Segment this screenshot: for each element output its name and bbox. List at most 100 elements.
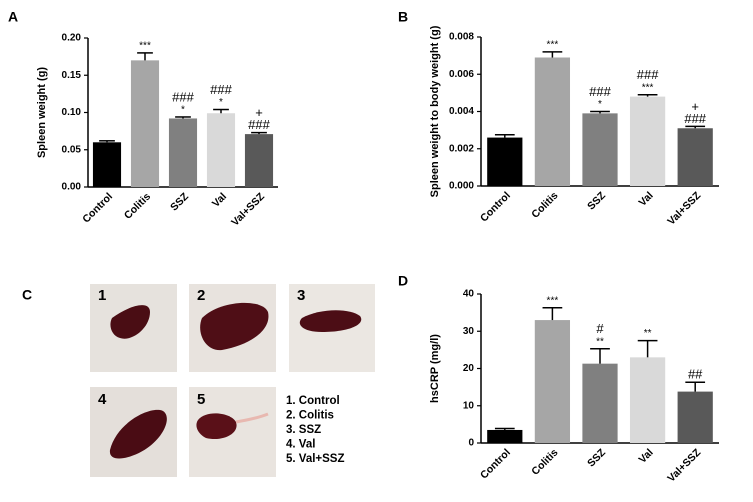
bar (168, 118, 198, 187)
y-tick-label: 10 (463, 400, 475, 411)
spleen (110, 305, 150, 339)
significance-label: ### (589, 84, 611, 99)
y-tick-label: 0.004 (449, 106, 474, 117)
photo-number: 3 (297, 287, 305, 304)
bar (487, 429, 523, 443)
panel-label: C (22, 287, 32, 303)
y-axis-title: Spleen weight (g) (36, 67, 48, 158)
photo-number: 2 (197, 287, 205, 304)
error-bar (542, 51, 563, 58)
y-tick-label: 0.006 (449, 69, 474, 80)
bar (534, 57, 571, 186)
y-axis-title: Spleen weight to body weight (g) (429, 25, 441, 197)
legend-entry: 4. Val (286, 439, 315, 451)
spleen (299, 310, 362, 332)
error-bar (590, 110, 610, 114)
bar (582, 363, 618, 443)
y-tick-label: 20 (463, 363, 475, 374)
bar (206, 113, 236, 187)
significance-label: ### (684, 111, 706, 126)
significance-label: + (255, 105, 263, 120)
error-bar (590, 348, 610, 364)
legend-entry: 3. SSZ (286, 424, 321, 436)
x-tick-label: Val+SSZ (665, 189, 703, 227)
y-tick-label: 0 (468, 438, 474, 449)
significance-label: * (181, 105, 185, 116)
panel-label: D (398, 273, 408, 289)
error-bar (637, 93, 658, 97)
significance-label: ### (637, 67, 659, 82)
photo-number: 4 (98, 391, 107, 408)
x-tick-label: Val+SSZ (665, 446, 703, 484)
significance-label: ### (210, 82, 232, 97)
significance-label: ** (596, 336, 604, 347)
x-tick-label: SSZ (585, 189, 608, 212)
error-bar (685, 381, 706, 392)
panel-label: A (8, 9, 18, 25)
spleen (109, 409, 167, 459)
x-tick-label: SSZ (168, 190, 191, 213)
bar (130, 60, 160, 187)
spleen (200, 302, 269, 351)
y-tick-label: 0.10 (62, 107, 82, 118)
bar (677, 128, 713, 186)
y-tick-label: 30 (463, 326, 475, 337)
x-tick-label: Val+SSZ (229, 190, 267, 228)
significance-label: ** (644, 328, 652, 339)
error-bar (542, 307, 563, 321)
error-bar (637, 339, 658, 358)
error-bar (685, 125, 706, 129)
x-tick-label: Control (80, 191, 115, 226)
error-bar (137, 52, 153, 61)
y-tick-label: 0.00 (62, 182, 82, 193)
spleen (196, 413, 237, 440)
bar (92, 142, 122, 187)
x-tick-label: Colitis (529, 189, 560, 220)
error-bar (494, 427, 515, 430)
legend-entry: 2. Colitis (286, 410, 334, 422)
panel-label: B (398, 9, 408, 25)
bar (677, 391, 713, 443)
bar (629, 357, 666, 443)
bar (582, 113, 618, 186)
tissue (235, 412, 269, 424)
bar (534, 320, 571, 443)
y-tick-label: 0.002 (449, 143, 474, 154)
error-bar (251, 131, 267, 135)
x-tick-label: Colitis (122, 190, 153, 221)
significance-label: ## (688, 367, 703, 382)
y-tick-label: 40 (463, 289, 475, 300)
significance-label: *** (642, 82, 654, 93)
x-tick-label: Val (636, 190, 655, 209)
y-tick-label: 0.15 (62, 70, 82, 81)
legend-entry: 5. Val+SSZ (286, 453, 345, 465)
x-tick-label: Val (636, 447, 655, 466)
bar (487, 137, 523, 186)
photo-panel: C (22, 284, 375, 477)
y-tick-label: 0.000 (449, 181, 474, 192)
x-tick-label: Colitis (529, 446, 560, 477)
significance-label: * (598, 99, 602, 110)
y-tick-label: 0.20 (62, 33, 82, 44)
significance-label: # (596, 321, 604, 336)
bar (244, 134, 274, 187)
error-bar (175, 116, 191, 119)
x-tick-label: Control (478, 447, 513, 482)
significance-label: * (219, 97, 223, 108)
significance-label: *** (547, 295, 559, 306)
y-axis-title: hsCRP (mg/l) (429, 334, 441, 403)
error-bar (99, 140, 115, 143)
legend-entry: 1. Control (286, 395, 340, 407)
x-tick-label: Control (478, 190, 513, 225)
significance-label: + (691, 99, 699, 114)
x-tick-label: SSZ (585, 446, 608, 469)
error-bar (494, 134, 515, 138)
significance-label: *** (547, 40, 559, 51)
error-bar (213, 108, 229, 114)
significance-label: ### (172, 89, 194, 104)
y-tick-label: 0.05 (62, 144, 82, 155)
photo-number: 1 (98, 287, 106, 304)
photo-number: 5 (197, 391, 205, 408)
x-tick-label: Val (210, 191, 229, 210)
